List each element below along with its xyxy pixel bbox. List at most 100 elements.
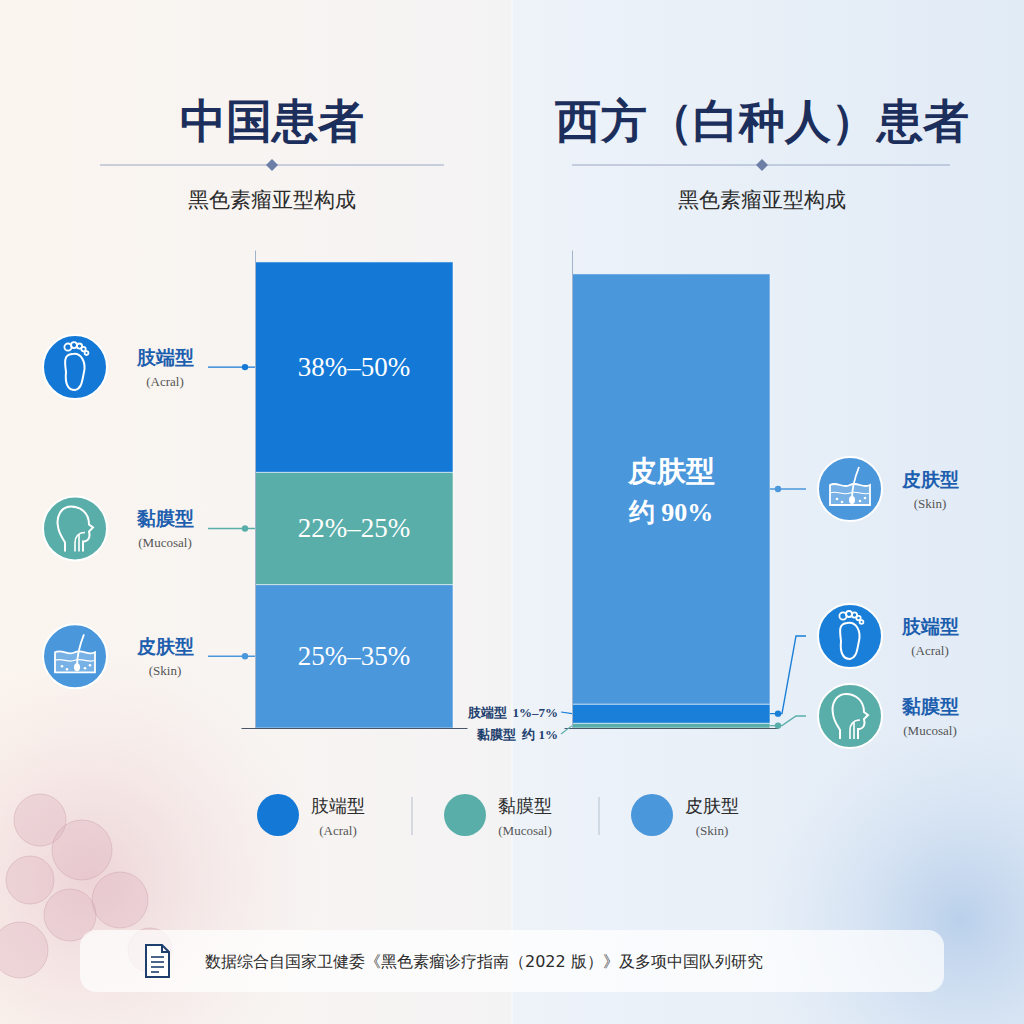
head-airway — [75, 532, 85, 551]
legend-label-en: (Acral) — [319, 823, 357, 838]
title-diamond — [756, 159, 768, 171]
chart-panel: 中国患者黑色素瘤亚型构成25%–35%22%–25%38%–50%肢端型(Acr… — [43, 96, 468, 729]
side-label-name: 肢端型 — [136, 346, 194, 368]
segment-name: 黏膜型 — [476, 727, 516, 742]
chart-svg: 中国患者黑色素瘤亚型构成25%–35%22%–25%38%–50%肢端型(Acr… — [0, 0, 1024, 1024]
side-leader-dot — [775, 722, 781, 728]
legend: 肢端型(Acral)黏膜型(Mucosal)皮肤型(Skin) — [257, 794, 739, 838]
data-label: 约 1% — [521, 727, 558, 742]
skin-cell — [841, 501, 844, 504]
foot-toe — [81, 347, 85, 351]
foot-toe — [846, 611, 852, 617]
side-leader-dot — [242, 525, 248, 531]
cell-decoration — [0, 922, 48, 978]
data-labels: 25%–35%22%–25%38%–50% — [298, 352, 410, 671]
legend-divider — [412, 797, 413, 835]
x-axis-line — [565, 728, 779, 729]
side-leader-dot — [775, 486, 781, 492]
x-axis-line — [242, 728, 468, 729]
source-box — [80, 930, 944, 992]
side-leader — [770, 636, 806, 714]
source-text: 数据综合自国家卫健委《黑色素瘤诊疗指南（2022 版）》及多项中国队列研究 — [205, 952, 763, 971]
foot-toe — [71, 342, 77, 348]
bar-segment — [572, 274, 770, 704]
cell-decoration — [6, 856, 54, 904]
y-axis — [572, 251, 573, 729]
subtype-icon — [818, 457, 882, 521]
bar-segment — [255, 472, 453, 584]
legend-label: 黏膜型 — [498, 795, 552, 816]
skin-layer-line — [55, 659, 95, 661]
side-label-en: (Mucosal) — [138, 535, 191, 550]
doc-line — [151, 956, 164, 958]
head-profile — [833, 694, 868, 739]
side-label-en: (Mucosal) — [903, 723, 956, 738]
subtype-icon — [818, 684, 882, 748]
data-label: 38%–50% — [298, 352, 410, 382]
chart-subtitle: 黑色素瘤亚型构成 — [678, 188, 846, 212]
side-label-en: (Skin) — [149, 663, 182, 678]
legend-label: 肢端型 — [311, 795, 365, 816]
data-label-group: 肢端型1%–7% — [467, 705, 559, 720]
doc-line — [151, 961, 164, 963]
chart-title: 中国患者 — [180, 96, 364, 147]
foot-toe — [860, 620, 864, 624]
chart-subtitle: 黑色素瘤亚型构成 — [188, 188, 356, 212]
skin-cell — [61, 665, 64, 668]
side-label-en: (Acral) — [146, 374, 184, 389]
source-note: 数据综合自国家卫健委《黑色素瘤诊疗指南（2022 版）》及多项中国队列研究 — [80, 930, 944, 992]
icon-circle — [43, 624, 107, 688]
y-axis-line — [255, 251, 256, 729]
head-airway — [850, 720, 860, 739]
chart-panel: 西方（白种人）患者黑色素瘤亚型构成皮肤型约 90%肢端型1%–7%黏膜型约 1%… — [467, 96, 970, 748]
icon-circle — [43, 335, 107, 399]
skin-follicle — [849, 496, 855, 504]
subtype-icon — [43, 335, 107, 399]
data-label: 22%–25% — [298, 513, 410, 543]
skin-cell — [84, 667, 87, 670]
chart-title: 西方（白种人）患者 — [554, 96, 969, 147]
label-leader — [561, 712, 572, 714]
segment-name: 皮肤型 — [627, 455, 715, 487]
background — [0, 0, 1024, 1024]
legend-swatch — [257, 794, 299, 836]
bar-segment — [572, 723, 770, 728]
icon-circle — [43, 496, 107, 560]
icon-circle — [818, 684, 882, 748]
doc-outline — [146, 945, 169, 977]
y-axis — [255, 251, 256, 729]
side-label-name: 肢端型 — [901, 615, 959, 637]
data-labels: 皮肤型约 90%肢端型1%–7%黏膜型约 1% — [467, 455, 715, 742]
bar-segment — [255, 585, 453, 728]
skin-hair — [852, 467, 859, 499]
subtype-icon — [43, 624, 107, 688]
doc-line — [151, 971, 159, 973]
bar-segment — [572, 704, 770, 723]
chart-root: 中国患者黑色素瘤亚型构成25%–35%22%–25%38%–50%肢端型(Acr… — [0, 0, 1024, 1024]
panel-divider — [512, 0, 513, 1024]
skin-cell — [864, 497, 867, 500]
x-axis — [242, 728, 468, 730]
bar-segment — [255, 262, 453, 472]
side-labels: 肢端型(Acral)黏膜型(Mucosal)皮肤型(Skin) — [43, 335, 255, 688]
foot-toe — [856, 616, 860, 620]
skin-cell — [836, 498, 839, 501]
skin-layer — [830, 484, 870, 505]
source-icon — [146, 945, 169, 977]
skin-follicle — [74, 663, 80, 671]
side-leader-dot — [242, 653, 248, 659]
foot-sole — [840, 623, 859, 659]
icon-circle — [818, 457, 882, 521]
legend-swatch — [444, 794, 486, 836]
legend-divider — [599, 797, 600, 835]
icon-circle — [818, 604, 882, 668]
side-label-en: (Skin) — [914, 496, 947, 511]
foot-sole — [65, 354, 84, 390]
skin-layer — [55, 651, 95, 672]
side-label-name: 黏膜型 — [901, 695, 959, 717]
legend-label: 皮肤型 — [685, 795, 739, 816]
title-diamond — [266, 159, 278, 171]
side-labels: 皮肤型(Skin)肢端型(Acral)黏膜型(Mucosal) — [770, 457, 959, 748]
bar-marks — [255, 262, 453, 728]
legend-label-en: (Mucosal) — [498, 823, 551, 838]
